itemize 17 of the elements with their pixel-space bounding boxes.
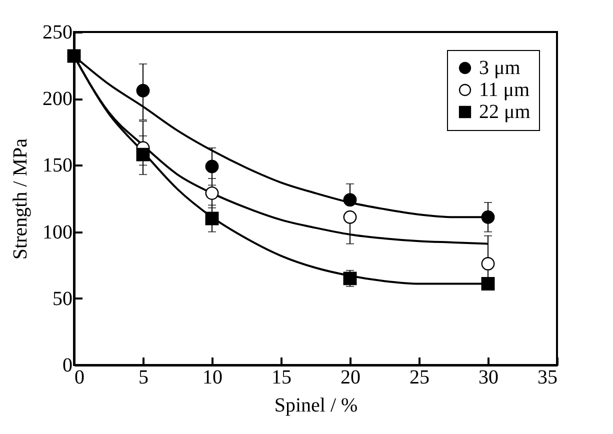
x-tick-label: 25 [410, 366, 430, 388]
y-tick-label: 200 [42, 88, 72, 110]
y-tick-label: 50 [52, 288, 72, 310]
x-tick-label: 15 [272, 366, 292, 388]
y-tick-label: 150 [42, 154, 72, 177]
x-tick-label: 10 [202, 366, 222, 388]
x-tick-label: 35 [538, 366, 558, 388]
y-axis-title: Strength / MPa [10, 138, 32, 260]
x-axis-title: Spinel / % [274, 394, 358, 416]
y-tick-label: 100 [42, 221, 72, 244]
x-tick-label: 20 [340, 366, 360, 388]
legend-label: 22 μm [479, 101, 531, 123]
x-tick-label: 30 [478, 366, 498, 388]
legend-label: 3 μm [479, 57, 521, 79]
x-tick-label: 5 [138, 366, 148, 388]
y-tick-label: 250 [42, 22, 72, 44]
legend-label: 11 μm [479, 79, 530, 101]
